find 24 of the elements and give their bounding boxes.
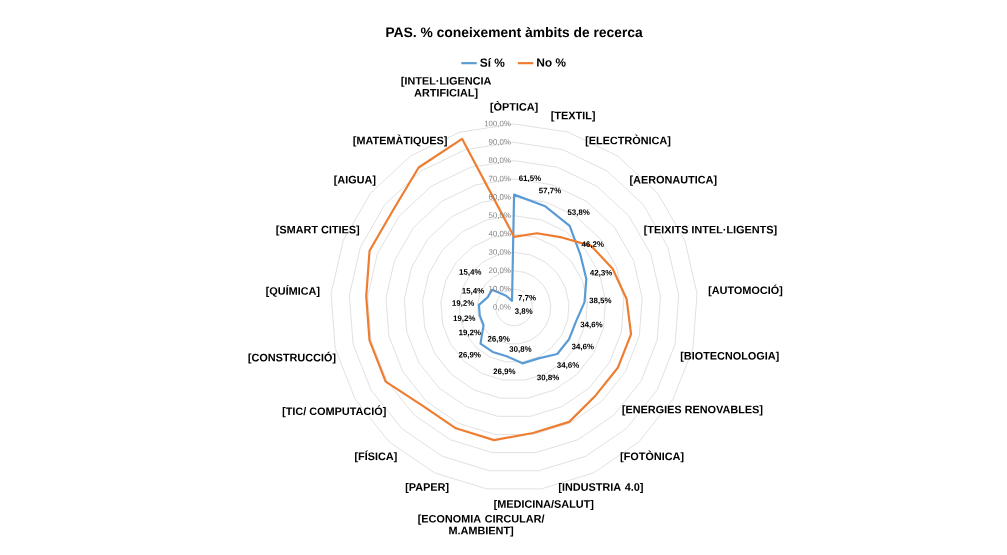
spoke-label: [AIGUA] [334,175,376,186]
spoke-label: [AERONAUTICA] [630,175,717,186]
spoke-label: [TEXTIL] [551,111,595,122]
spoke-label: [FÍSICA] [355,450,397,463]
spoke-label: [ECONOMIA CIRCULAR/ M.AMBIENT] [418,514,545,537]
spoke-label: [TEIXITS INTEL·LIGENTS] [644,225,777,236]
spoke-label: [QUÍMICA] [266,284,320,297]
spoke-label: [FOTÒNICA] [620,450,684,463]
spoke-label: [ELECTRÒNICA] [585,134,671,147]
spoke-label: [CONSTRUCCIÓ] [248,351,336,364]
spoke-label: [PAPER] [405,482,449,493]
spoke-label: [INDUSTRIA 4.0] [558,482,643,493]
spoke-label: [SMART CITIES] [276,225,360,236]
spoke-label: [INTEL·LIGENCIA ARTIFICIAL] [401,76,492,99]
legend-label: Sí % [480,57,505,67]
spoke-label: [BIOTECNOLOGIA] [680,351,779,362]
spoke-label: [ÒPTICA] [490,100,538,113]
spoke-label: [MEDICINA/SALUT] [494,499,594,510]
spoke-label: [TIC/ COMPUTACIÓ] [282,405,386,418]
legend-label: No % [537,58,566,67]
spoke-label: [AUTOMOCIÓ] [708,284,783,297]
spoke-label: [ENERGIES RENOVABLES] [622,405,763,416]
spoke-label: [MATEMÀTIQUES] [353,134,447,147]
chart-title: PAS. % coneixement àmbits de recerca [386,26,643,37]
